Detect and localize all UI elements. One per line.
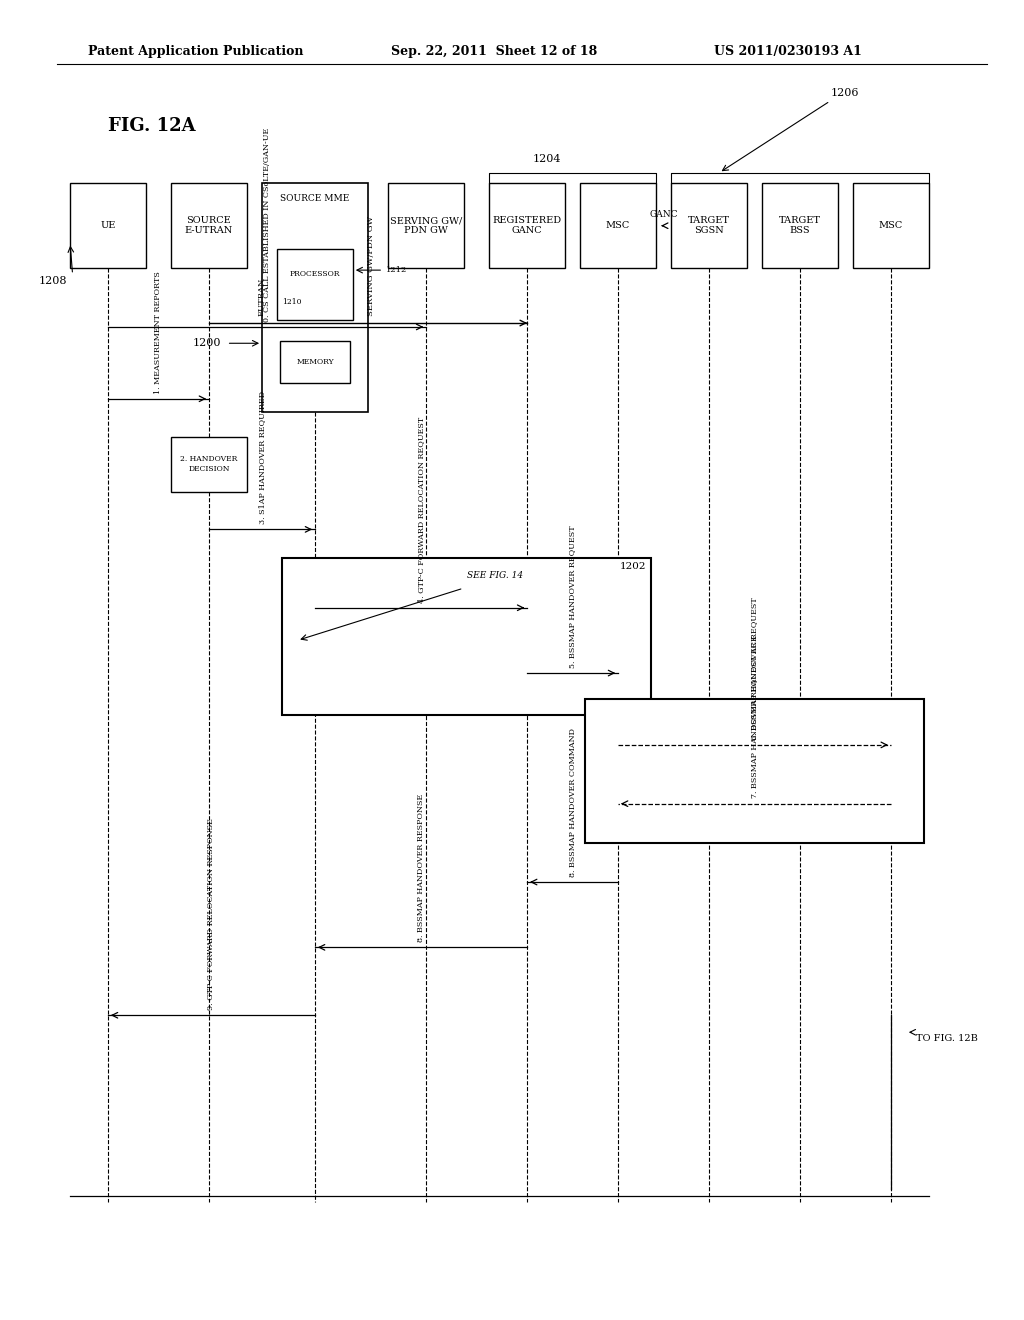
Text: 1202: 1202	[620, 562, 646, 572]
Text: 8. BSSMAP HANDOVER COMMAND: 8. BSSMAP HANDOVER COMMAND	[568, 727, 577, 876]
Bar	[278, 248, 353, 321]
Text: EUTRAN: EUTRAN	[258, 279, 266, 317]
Text: REGISTERED
GANC: REGISTERED GANC	[493, 216, 562, 235]
Text: 1208: 1208	[39, 276, 68, 286]
Text: US 2011/0230193 A1: US 2011/0230193 A1	[714, 45, 862, 58]
Text: 1210: 1210	[283, 298, 302, 306]
Bar	[70, 183, 145, 268]
Text: 1212: 1212	[386, 267, 408, 275]
Text: 6. BSSMAP HANDOVER REQUEST: 6. BSSMAP HANDOVER REQUEST	[751, 597, 759, 739]
Text: Patent Application Publication: Patent Application Publication	[88, 45, 303, 58]
Text: UE: UE	[100, 222, 116, 230]
Bar	[171, 437, 247, 491]
Text: FIG. 12A: FIG. 12A	[108, 117, 196, 135]
Text: SOURCE MME: SOURCE MME	[281, 194, 350, 203]
Text: SERVING GW/
PDN GW: SERVING GW/ PDN GW	[390, 216, 462, 235]
Bar	[671, 183, 746, 268]
Text: 8. BSSMAP HANDOVER RESPONSE: 8. BSSMAP HANDOVER RESPONSE	[417, 793, 425, 942]
Text: 0. CS CALL ESTABLISHED IN CSoLTE/GAN-UE: 0. CS CALL ESTABLISHED IN CSoLTE/GAN-UE	[263, 128, 271, 322]
Bar	[171, 183, 247, 268]
Text: 5. BSSMAP HANDOVER REQUEST: 5. BSSMAP HANDOVER REQUEST	[568, 525, 577, 668]
Bar	[489, 183, 565, 268]
Text: 1. MEASUREMENT REPORTS: 1. MEASUREMENT REPORTS	[155, 271, 163, 393]
Bar	[586, 700, 924, 843]
Text: SEE FIG. 14: SEE FIG. 14	[467, 570, 522, 579]
Text: TARGET
SGSN: TARGET SGSN	[688, 216, 730, 235]
Text: GANC: GANC	[649, 210, 678, 219]
Text: 9. GTP-C FORWARD RELOCATION RESPONSE: 9. GTP-C FORWARD RELOCATION RESPONSE	[208, 818, 215, 1010]
Text: 3. S1AP HANDOVER REQUIRED: 3. S1AP HANDOVER REQUIRED	[258, 391, 266, 524]
Text: 1206: 1206	[830, 88, 859, 99]
Bar	[280, 342, 350, 383]
Bar	[853, 183, 929, 268]
Text: PROCESSOR: PROCESSOR	[290, 269, 340, 277]
Text: MSC: MSC	[606, 222, 630, 230]
Text: SOURCE
E-UTRAN: SOURCE E-UTRAN	[185, 216, 233, 235]
Text: 7. BSSMAP HANDOVER REQUEST ACK: 7. BSSMAP HANDOVER REQUEST ACK	[751, 635, 759, 799]
Bar	[283, 558, 651, 715]
Bar	[762, 183, 838, 268]
Bar	[262, 183, 368, 412]
Text: Sep. 22, 2011  Sheet 12 of 18: Sep. 22, 2011 Sheet 12 of 18	[391, 45, 597, 58]
Bar	[388, 183, 464, 268]
Text: SERVING GW/PDN GW: SERVING GW/PDN GW	[367, 216, 375, 317]
Text: 1204: 1204	[532, 153, 561, 164]
Text: MSC: MSC	[879, 222, 903, 230]
Text: 2. HANDOVER
DECISION: 2. HANDOVER DECISION	[180, 455, 238, 473]
Bar	[581, 183, 656, 268]
Text: 4. GTP-C FORWARD RELOCATION REQUEST: 4. GTP-C FORWARD RELOCATION REQUEST	[417, 416, 425, 602]
Text: 1200: 1200	[194, 338, 221, 348]
Text: TARGET
BSS: TARGET BSS	[779, 216, 821, 235]
Text: MEMORY: MEMORY	[296, 358, 334, 366]
Text: TO FIG. 12B: TO FIG. 12B	[916, 1035, 978, 1043]
